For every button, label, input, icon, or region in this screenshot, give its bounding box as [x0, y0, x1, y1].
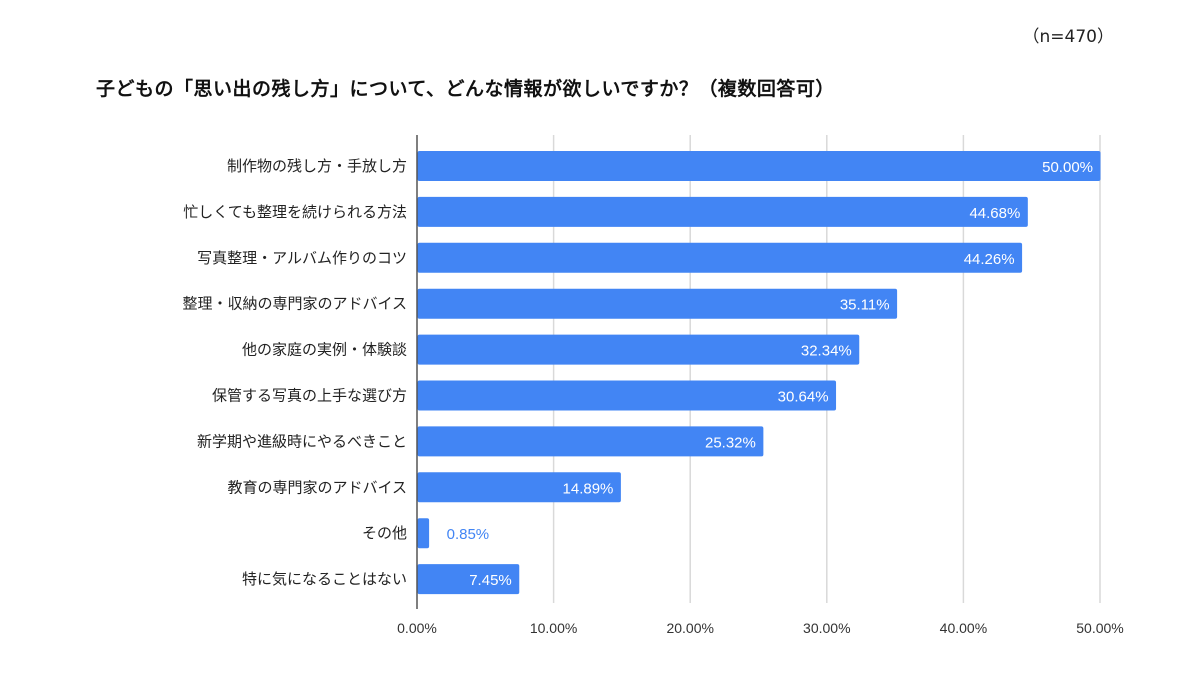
bar: [417, 426, 764, 457]
bars: [417, 151, 1101, 595]
category-label: 写真整理・アルバム作りのコツ: [197, 249, 407, 267]
data-label: 25.32%: [705, 434, 756, 451]
bar: [417, 196, 1028, 227]
x-tick-label: 40.00%: [940, 620, 987, 636]
bar: [417, 518, 430, 549]
data-label: 7.45%: [469, 572, 512, 589]
category-label: 忙しくても整理を続けられる方法: [183, 203, 407, 221]
x-tick-label: 30.00%: [803, 620, 850, 636]
data-label: 44.68%: [969, 205, 1020, 222]
category-label: 整理・収納の専門家のアドバイス: [182, 295, 407, 313]
data-label: 32.34%: [801, 343, 852, 360]
data-labels: 50.00% 44.68% 44.26% 35.11% 32.34% 30.64% 25.3…: [447, 159, 1093, 589]
bar: [417, 151, 1101, 181]
category-label: その他: [362, 524, 407, 542]
category-label: 教育の専門家のアドバイス: [227, 478, 407, 496]
bar: [417, 564, 520, 595]
category-labels: 制作物の残し方・手放し方忙しくても整理を続けられる方法写真整理・アルバム作りのコ…: [182, 157, 407, 588]
x-tick-label: 0.00%: [397, 620, 437, 636]
category-label: 新学期や進級時にやるべきこと: [197, 432, 407, 450]
category-label: 他の家庭の実例・体験談: [242, 341, 407, 359]
data-label: 0.85%: [447, 526, 490, 543]
bar: [417, 242, 1023, 273]
bar: [417, 380, 837, 411]
bar: [417, 472, 621, 503]
category-label: 制作物の残し方・手放し方: [227, 157, 407, 175]
data-label: 30.64%: [778, 389, 829, 406]
data-label: 35.11%: [840, 297, 890, 314]
data-label: 44.26%: [964, 251, 1015, 268]
x-tick-label: 20.00%: [666, 620, 713, 636]
data-label: 50.00%: [1042, 159, 1093, 176]
x-tick-label: 10.00%: [530, 620, 577, 636]
data-label: 14.89%: [563, 480, 614, 497]
chart-title: 子どもの「思い出の残し方」について、どんな情報が欲しいですか？（複数回答可）: [96, 78, 835, 100]
x-tick-labels: 0.00% 10.00% 20.00% 30.00% 40.00% 50.00%: [397, 620, 1124, 636]
x-tick-label: 50.00%: [1076, 620, 1123, 636]
bar: [417, 288, 898, 319]
category-label: 特に気になることはない: [242, 570, 407, 588]
bar: [417, 334, 860, 365]
category-label: 保管する写真の上手な選び方: [212, 387, 407, 405]
sample-size-label: （n=470）: [1022, 27, 1114, 47]
